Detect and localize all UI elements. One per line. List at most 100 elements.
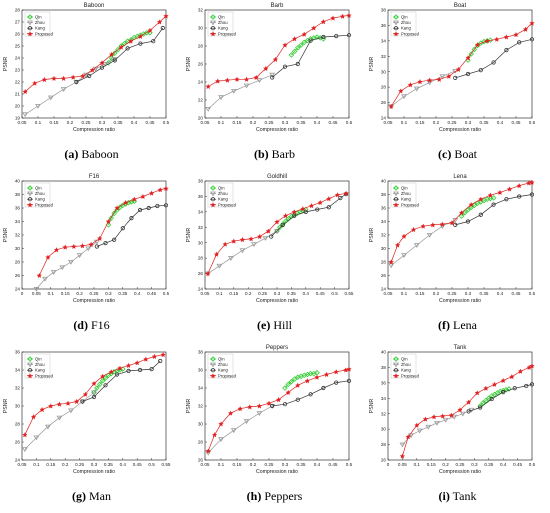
data-point-kang — [87, 73, 92, 79]
x-tick-label: 0.5 — [331, 291, 338, 296]
data-point-proposed — [497, 189, 503, 195]
y-tick-label: 34 — [381, 38, 387, 43]
data-point-zhou — [239, 248, 246, 254]
data-point-proposed — [291, 209, 297, 215]
data-point-kang — [308, 38, 313, 43]
data-point-zhou — [269, 72, 276, 78]
y-tick-label: 36 — [381, 380, 387, 385]
data-point-proposed — [274, 219, 280, 225]
data-point-qin — [288, 378, 295, 385]
x-tick-label: 0.4 — [314, 120, 321, 125]
legend-label-kang: Kang — [401, 368, 411, 373]
y-tick-label: 20 — [198, 116, 204, 121]
x-tick-label: 0.1 — [216, 291, 223, 296]
x-tick-label: 0.5 — [346, 462, 353, 467]
x-tick-label: 0.2 — [245, 291, 252, 296]
data-point-proposed — [48, 403, 54, 409]
legend-marker-zhou — [210, 362, 216, 368]
data-point-proposed — [117, 365, 123, 371]
data-point-zhou — [56, 415, 63, 421]
panel-h: Peppers 0.05 0.1 0.15 0.2 0.25 0.3 0.35 0.4 0.45 0… — [183, 342, 366, 513]
legend-marker-zhou — [393, 362, 399, 368]
data-point-zhou — [399, 442, 406, 448]
data-point-kang — [292, 213, 297, 218]
x-tick-label: 0.15 — [233, 462, 242, 467]
data-point-kang — [282, 402, 288, 407]
data-point-proposed — [156, 19, 163, 25]
data-point-proposed — [291, 36, 298, 42]
x-tick-label: 0.2 — [76, 291, 83, 296]
caption-label: (h) — [246, 489, 262, 503]
data-point-proposed — [468, 201, 474, 208]
legend-label-qin: Qin — [401, 357, 408, 362]
x-tick-label: 0.1 — [48, 291, 55, 296]
data-point-proposed — [224, 77, 231, 83]
caption-text: Hill — [273, 318, 292, 332]
data-point-proposed — [253, 74, 259, 81]
series-line-kang — [272, 380, 350, 407]
data-point-proposed — [491, 381, 498, 387]
x-tick-label: 0.2 — [250, 462, 257, 467]
series-line-zhou — [207, 230, 278, 274]
series-kang — [74, 25, 165, 85]
series-proposed — [22, 352, 166, 438]
legend-label-proposed: Proposed — [218, 202, 237, 207]
data-point-kang — [295, 61, 300, 67]
data-point-kang — [295, 397, 300, 402]
data-point-zhou — [256, 78, 263, 83]
x-tick-label: 0.1 — [414, 462, 421, 467]
y-axis-label: PSNR — [369, 228, 375, 243]
series-proposed — [388, 179, 535, 265]
data-point-kang — [338, 195, 343, 201]
chart-man: 0.05 0.1 0.15 0.2 0.25 0.3 0.35 0.4 0.45 0.5 0.55 2… — [3, 350, 171, 475]
legend-label-zhou: Zhou — [218, 191, 228, 196]
y-axis-label: PSNR — [186, 399, 192, 414]
data-point-zhou — [243, 419, 250, 425]
data-point-proposed — [513, 32, 519, 38]
data-point-kang — [125, 46, 130, 51]
data-point-proposed — [311, 25, 317, 31]
y-tick-label: 40 — [381, 350, 387, 355]
series-line-proposed — [208, 15, 350, 87]
x-tick-label: 0.2 — [62, 462, 69, 467]
y-tick-label: 21 — [15, 92, 21, 97]
legend-marker-proposed — [27, 31, 33, 37]
panel-i: Tank 0 0.05 0.1 0.15 0.2 0.25 0.3 0.35 0.4 0.45 0.5… — [366, 342, 549, 513]
x-tick-label: 0.5 — [529, 462, 536, 467]
series-zhou — [205, 72, 276, 112]
data-point-qin — [503, 387, 509, 393]
y-tick-label: 34 — [198, 209, 204, 214]
y-tick-label: 32 — [15, 233, 21, 238]
data-point-proposed — [234, 76, 240, 82]
x-tick-label: 0.1 — [401, 291, 408, 296]
data-point-proposed — [420, 223, 426, 229]
y-tick-label: 32 — [15, 386, 21, 391]
series-kang — [94, 203, 169, 249]
data-point-proposed — [53, 247, 60, 253]
caption-text: Baboon — [81, 147, 119, 161]
series-line-kang — [76, 27, 164, 83]
data-point-kang — [491, 60, 496, 65]
data-point-proposed — [516, 183, 522, 189]
legend-label-kang: Kang — [35, 197, 45, 202]
caption-label: (d) — [73, 318, 88, 332]
data-point-proposed — [330, 15, 336, 21]
x-tick-label: 0.4 — [500, 462, 507, 467]
y-tick-label: 24 — [198, 287, 204, 292]
legend-marker-zhou — [27, 191, 33, 197]
data-point-kang — [478, 405, 483, 410]
data-point-proposed — [529, 363, 535, 369]
x-axis-label: Compression ratio — [73, 469, 115, 475]
data-point-proposed — [265, 228, 272, 234]
chart-barb: Barb 0.05 0.1 0.15 0.2 0.25 0.3 0.35 0.4 0.45 0.5 2… — [186, 3, 353, 133]
series-line-proposed — [24, 15, 167, 92]
data-point-proposed — [405, 434, 411, 440]
y-tick-label: 22 — [15, 80, 21, 85]
y-tick-label: 28 — [198, 44, 204, 49]
data-point-proposed — [494, 36, 500, 42]
legend-marker-proposed — [393, 202, 399, 208]
data-point-proposed — [60, 75, 67, 81]
data-point-proposed — [414, 422, 420, 428]
x-tick-label: 0.2 — [442, 462, 449, 467]
